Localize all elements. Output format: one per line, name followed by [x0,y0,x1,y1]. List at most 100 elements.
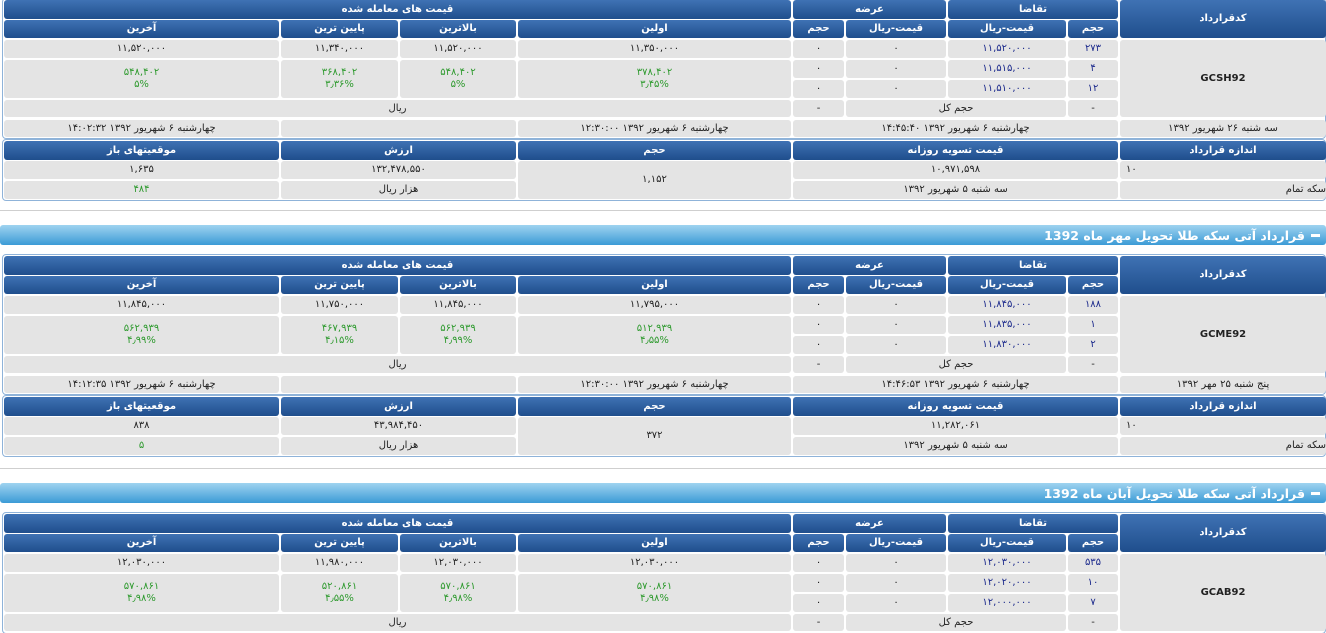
header-code-text: کدقرارداد [1199,13,1247,24]
collapse-icon[interactable] [1311,233,1320,237]
first-change-text: ۵۷۰,۸۶۱ [636,581,673,592]
last-time-text: چهارشنبه ۶ شهریور ۱۳۹۲ ۱۴:۰۲:۳۲ [67,122,216,134]
supply-price: ۰ [846,296,946,314]
header-open: موقعیتهای باز [4,141,279,160]
total-demand-text: - [1091,616,1095,628]
header-first-text: اولین [641,279,668,290]
first-price-text: ۱۱,۷۹۵,۰۰۰ [629,299,680,310]
header-price: قیمت-ریال [948,534,1066,552]
demand-volume-text: ۲۷۳ [1084,43,1102,54]
settlement-date-text: سه شنبه ۵ شهریور ۱۳۹۲ [903,184,1008,195]
settlement-date: سه شنبه ۵ شهریور ۱۳۹۲ [793,181,1118,199]
header-size: اندازه قرارداد [1120,397,1326,416]
header-supply-text: عرضه [855,3,884,15]
header-demand-text: تقاضا [1018,517,1048,529]
first-price: ۱۱,۷۹۵,۰۰۰ [518,296,791,314]
header-traded-text: قیمت های معامله شده [341,517,454,529]
first-change-text: ۳٫۴۵% [640,79,669,90]
demand-price-text: ۱۱,۸۳۵,۰۰۰ [982,319,1032,330]
supply-volume: ۰ [793,40,844,58]
last-price: ۱۲,۰۳۰,۰۰۰ [4,554,279,572]
demand-volume: ۴ [1068,60,1118,78]
header-traded-text: قیمت های معامله شده [341,3,454,15]
supply-price-text: ۰ [893,339,899,350]
demand-volume: ۵۳۵ [1068,554,1118,572]
low-price: ۱۱,۹۸۰,۰۰۰ [281,554,398,572]
demand-price: ۱۱,۵۱۰,۰۰۰ [948,80,1066,98]
header-price-text: قیمت-ریال [868,23,923,34]
high-price: ۱۱,۵۲۰,۰۰۰ [400,40,516,58]
traded-volume: ۱,۱۵۲ [518,161,791,199]
supply-volume: ۰ [793,316,844,334]
open-interest: ۸۳۸ [4,417,279,435]
open-interest-text: ۸۳۸ [133,420,150,431]
settlement-date: سه شنبه ۵ شهریور ۱۳۹۲ [793,437,1118,455]
header-low-text: پایین ترین [314,23,365,34]
header-high: بالاترین [400,276,516,294]
contract-size: ۱۰ [1120,161,1326,179]
high-price: ۱۲,۰۳۰,۰۰۰ [400,554,516,572]
last-change-text: ۴٫۹۹% [127,335,156,346]
header-low: پایین ترین [281,20,398,38]
currency-label-text: ریال [388,616,407,628]
high-change: ۵۷۰,۸۶۱ ۴٫۹۸% [400,574,516,612]
total-volume-label-text: حجم کل [938,358,974,370]
supply-price-text: ۰ [893,63,899,74]
settlement-price-text: ۱۱,۲۸۲,۰۶۱ [930,420,981,431]
header-supply-text: عرضه [855,259,884,271]
high-change: ۵۴۸,۴۰۲ ۵% [400,60,516,98]
supply-price: ۰ [846,80,946,98]
empty-cell [281,120,516,137]
value-unit: هزار ریال [281,437,516,455]
header-low-text: پایین ترین [314,537,365,548]
header-high: بالاترین [400,534,516,552]
demand-volume: ۱۲ [1068,80,1118,98]
header-first-text: اولین [641,537,668,548]
header-settlement-text: قیمت تسویه روزانه [907,144,1004,156]
contract-code: GCAB92 [1120,554,1326,631]
total-supply: - [793,614,844,631]
asset: سکه تمام [1120,181,1326,199]
last-price-text: ۱۱,۸۴۵,۰۰۰ [116,299,167,310]
currency-label: ریال [4,356,791,373]
demand-volume-text: ۱ [1090,319,1096,330]
supply-price-text: ۰ [893,597,899,608]
contract-code: GCSH92 [1120,40,1326,117]
low-price-text: ۱۱,۳۴۰,۰۰۰ [314,43,365,54]
header-first-text: اولین [641,23,668,34]
header-price-text: قیمت-ریال [979,279,1034,290]
open-change: ۴۸۴ [4,181,279,199]
first-price-text: ۱۱,۳۵۰,۰۰۰ [629,43,680,54]
header-high-text: بالاترین [439,279,477,290]
traded-volume-text: ۱,۱۵۲ [642,174,667,185]
section-title-text: قرارداد آتی سکه طلا تحویل مهر ماه 1392 [1044,227,1305,243]
demand-volume-text: ۴ [1090,63,1096,74]
asset-text: سکه تمام [1285,184,1326,195]
header-price-text: قیمت-ریال [868,279,923,290]
header-price: قیمت-ریال [846,20,946,38]
header-volume-text: حجم [1081,23,1105,34]
supply-volume-text: ۰ [815,43,822,54]
contract-code: GCME92 [1120,296,1326,373]
header-supply: عرضه [793,0,946,19]
demand-volume: ۲ [1068,336,1118,354]
header-code: کدقرارداد [1120,0,1326,38]
expiry-date-text: سه شنبه ۲۶ شهریور ۱۳۹۲ [1168,122,1278,134]
total-demand: - [1068,356,1118,373]
demand-volume-text: ۵۳۵ [1084,557,1102,568]
supply-price-text: ۰ [893,557,899,568]
demand-price: ۱۲,۰۲۰,۰۰۰ [948,574,1066,592]
collapse-icon[interactable] [1311,491,1320,495]
header-supply: عرضه [793,256,946,275]
supply-volume: ۰ [793,80,844,98]
demand-price: ۱۱,۵۱۵,۰۰۰ [948,60,1066,78]
header-value: ارزش [281,397,516,416]
high-price-text: ۱۱,۸۴۵,۰۰۰ [433,299,483,310]
supply-volume-text: ۰ [815,319,822,330]
total-supply: - [793,356,844,373]
demand-price: ۱۱,۸۳۵,۰۰۰ [948,316,1066,334]
low-change-text: ۴٫۱۵% [325,335,354,346]
currency-label: ریال [4,100,791,117]
supply-volume: ۰ [793,594,844,612]
supply-price-text: ۰ [893,577,899,588]
